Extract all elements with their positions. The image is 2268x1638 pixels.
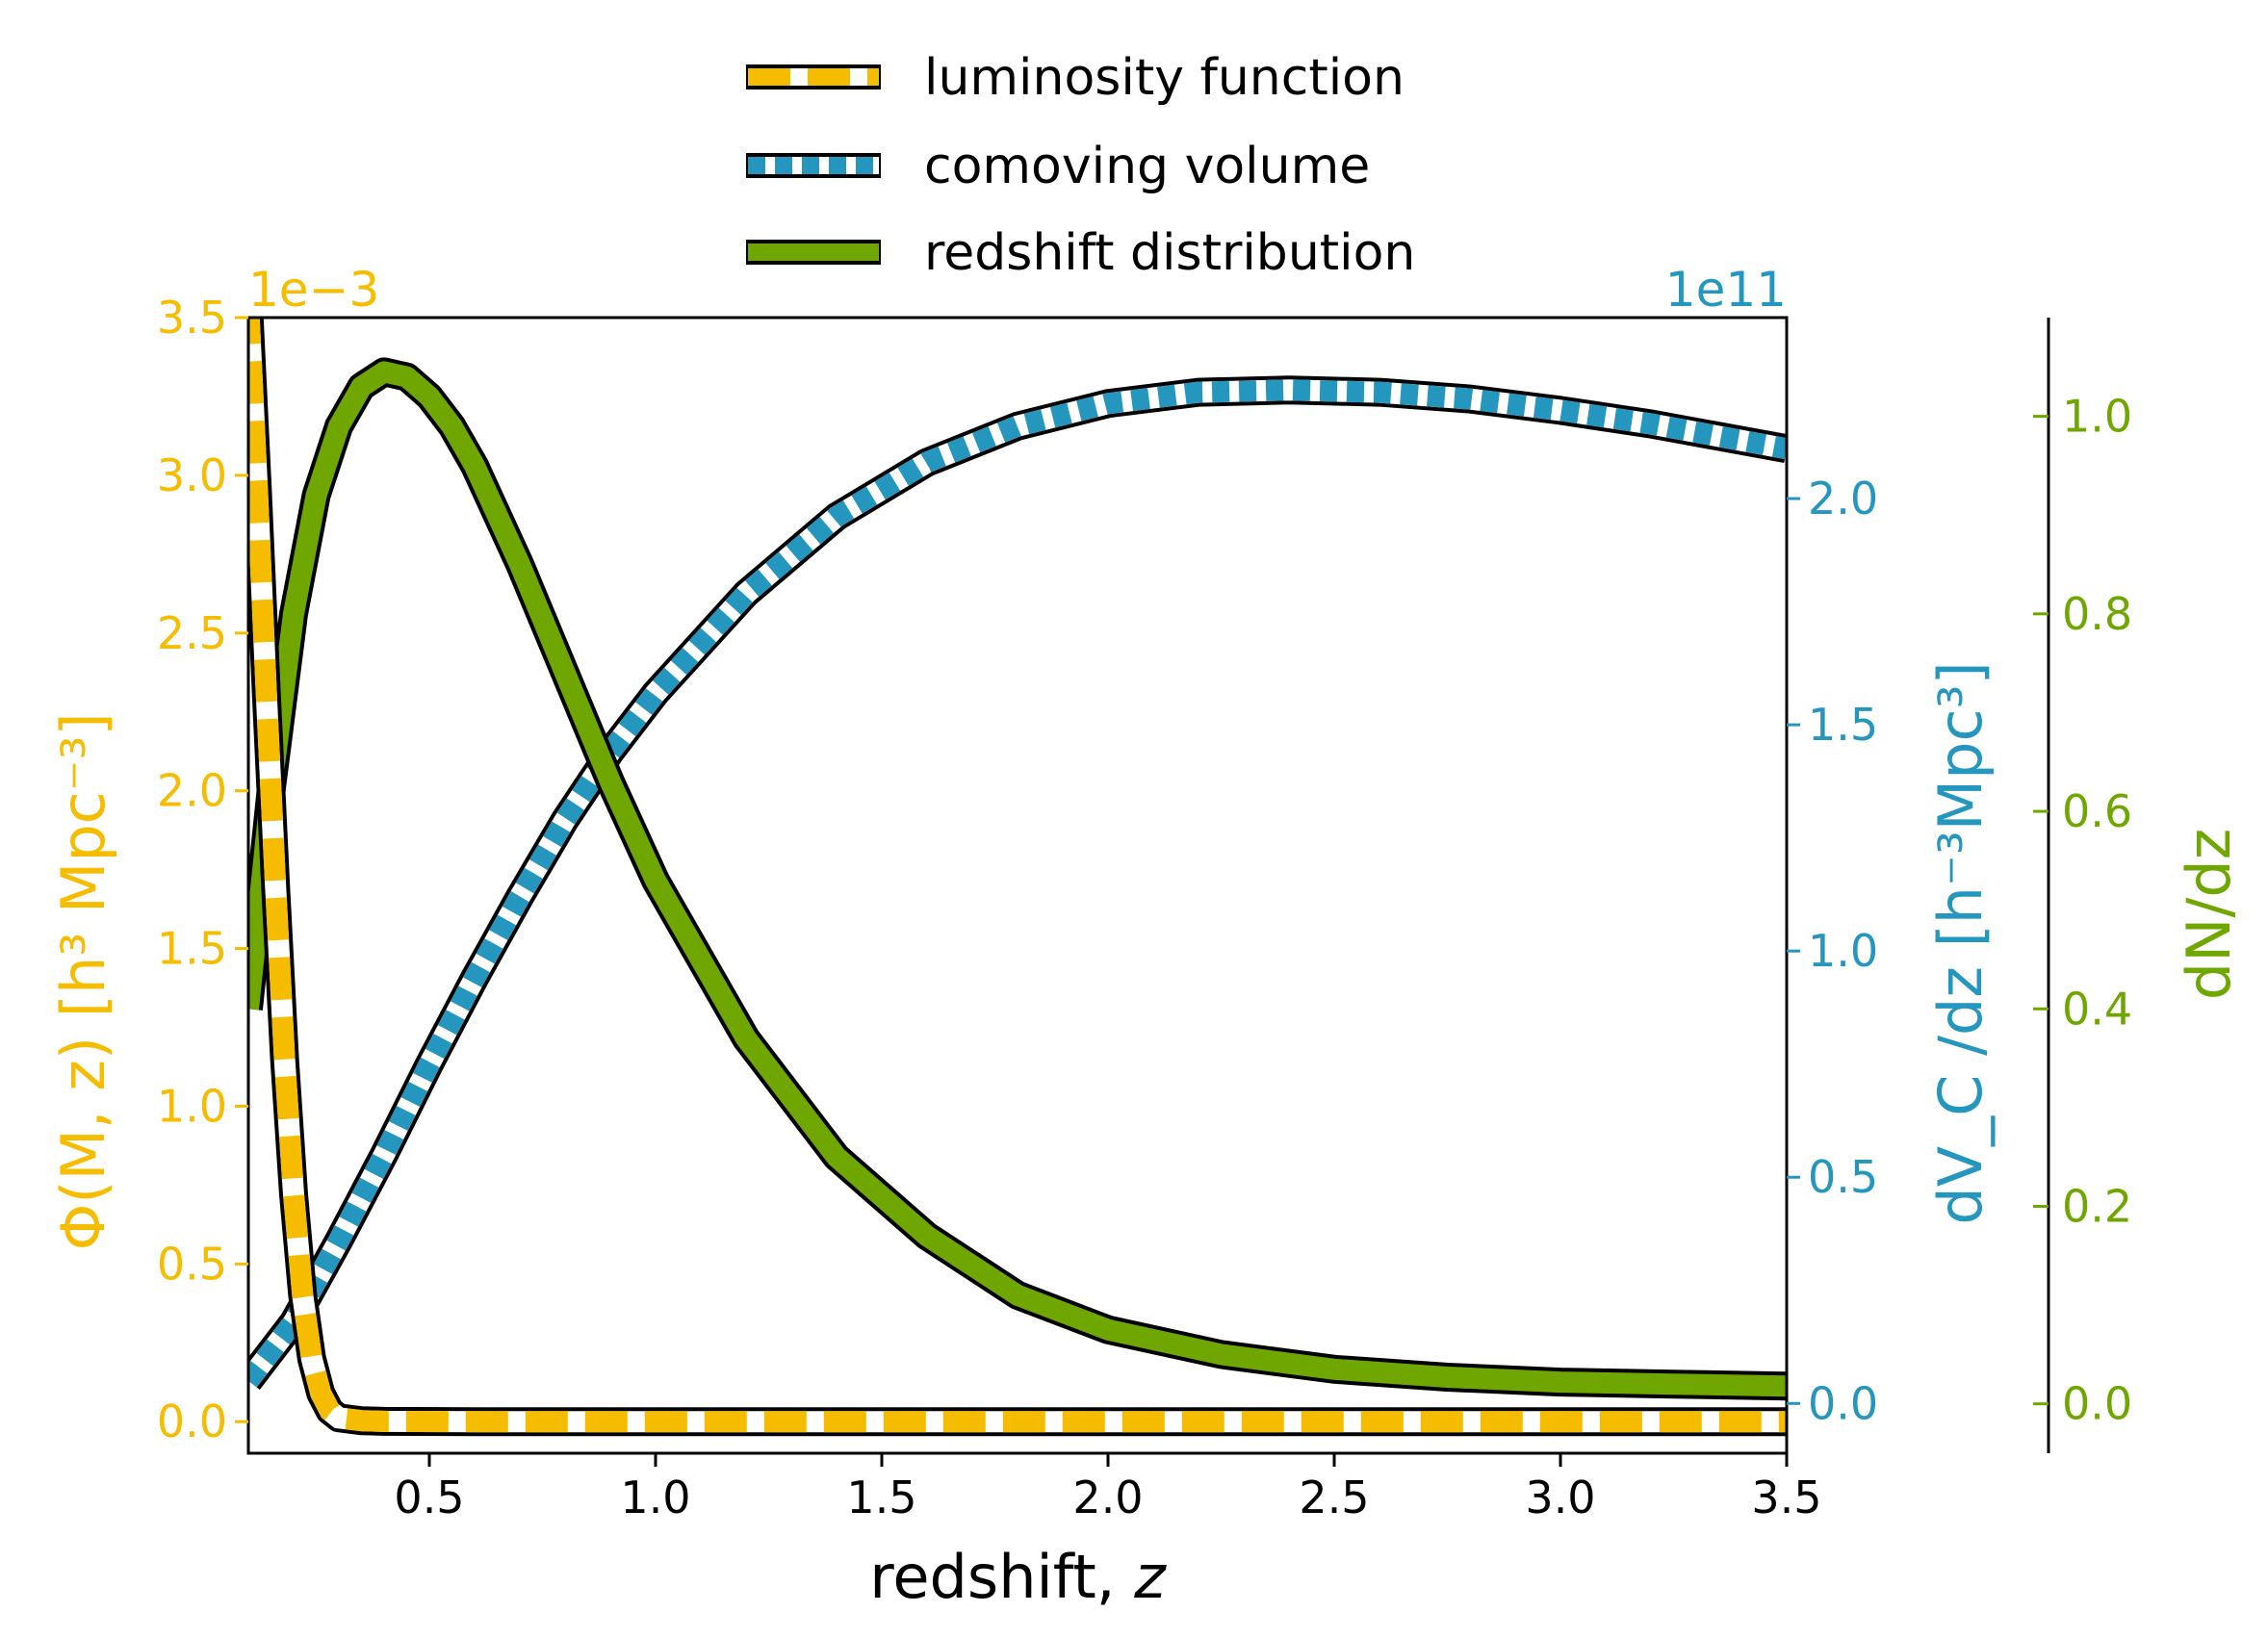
series-gap xyxy=(248,379,1787,1388)
legend-entry: redshift distribution xyxy=(746,224,1415,282)
left-offset-text: 1e−3 xyxy=(248,262,379,318)
left-axis-title: Φ(M, z) [h³ Mpc⁻³] xyxy=(48,712,118,1250)
x-axis-title-var: z xyxy=(1133,1542,1167,1612)
series-line xyxy=(248,361,1787,1397)
x-tick-label: 3.0 xyxy=(1525,1472,1595,1523)
series-line xyxy=(248,379,1787,1388)
legend-label: luminosity function xyxy=(924,49,1405,107)
axes-layer: 0.5 1.0 1.5 2.0 2.5 3.0 3.5 redshift, z 0.0 0.5 1.… xyxy=(48,262,2244,1612)
series-luminosity-function xyxy=(248,318,1787,1437)
x-axis-title-text: redshift, xyxy=(869,1542,1134,1612)
x-tick-label: 3.5 xyxy=(1751,1472,1821,1523)
right1-offset-text: 1e11 xyxy=(1665,262,1787,318)
x-tick-label: 0.5 xyxy=(394,1472,464,1523)
left-tick-label: 2.0 xyxy=(157,765,227,817)
left-tick-label: 1.5 xyxy=(157,923,227,975)
right2-tick-label: 0.8 xyxy=(2062,588,2132,640)
right2-tick-label: 0.6 xyxy=(2062,785,2132,837)
right1-tick-label: 2.0 xyxy=(1808,473,1878,525)
series-redshift-distribution xyxy=(248,357,1787,1401)
series-layer xyxy=(248,318,1787,1437)
series-comoving-volume xyxy=(248,375,1787,1390)
right1-tick-label: 0.0 xyxy=(1808,1377,1878,1429)
series-outline xyxy=(248,357,1787,1401)
legend: luminosity function comoving volume redshi… xyxy=(746,49,1415,282)
series-line xyxy=(248,318,1787,1433)
legend-label: comoving volume xyxy=(924,138,1370,195)
x-tick-label: 2.5 xyxy=(1299,1472,1369,1523)
right1-axis-title: dV_C /dz [h⁻³Mpc³] xyxy=(1925,661,1996,1224)
legend-entry: luminosity function xyxy=(746,49,1405,107)
left-tick-label: 2.5 xyxy=(157,607,227,659)
right1-tick-label: 1.5 xyxy=(1808,699,1878,751)
right2-tick-label: 0.2 xyxy=(2062,1180,2132,1232)
legend-label: redshift distribution xyxy=(924,224,1415,282)
x-tick-label: 1.0 xyxy=(620,1472,690,1523)
series-outline xyxy=(248,375,1787,1390)
left-tick-label: 0.5 xyxy=(157,1238,227,1290)
right2-tick-label: 1.0 xyxy=(2062,391,2132,443)
right2-tick-label: 0.4 xyxy=(2062,983,2132,1035)
right2-tick-label: 0.0 xyxy=(2062,1378,2132,1430)
plot-frame xyxy=(246,316,1789,1455)
x-axis-title: redshift, z xyxy=(869,1542,1167,1612)
left-tick-label: 1.0 xyxy=(157,1080,227,1132)
x-tick-label: 1.5 xyxy=(846,1472,916,1523)
right2-axis-title: dN/dz xyxy=(2174,829,2244,1001)
left-tick-label: 3.5 xyxy=(157,292,227,344)
legend-entry: comoving volume xyxy=(746,138,1370,195)
right1-tick-label: 0.5 xyxy=(1808,1151,1878,1203)
left-tick-label: 3.0 xyxy=(157,449,227,501)
left-tick-label: 0.0 xyxy=(157,1395,227,1447)
right1-tick-label: 1.0 xyxy=(1808,925,1878,977)
x-tick-label: 2.0 xyxy=(1072,1472,1143,1523)
